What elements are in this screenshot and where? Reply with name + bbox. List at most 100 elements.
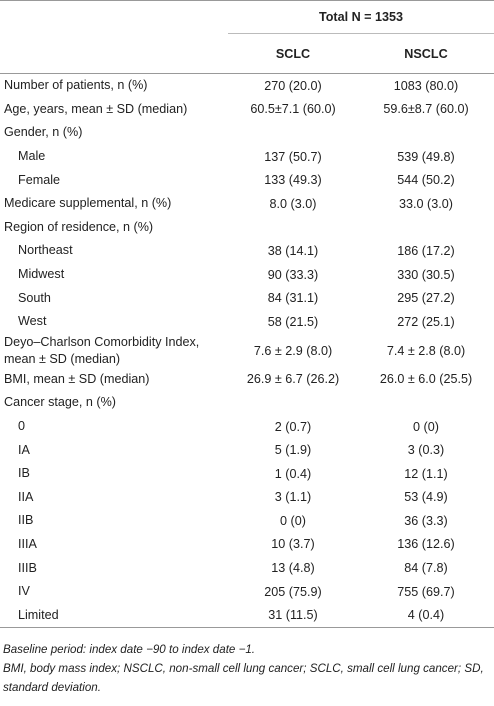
table-row: Age, years, mean ± SD (median) 60.5±7.1 (… — [0, 98, 494, 122]
footnote: Baseline period: index date −90 to index… — [3, 643, 256, 657]
sub-row-label: West — [18, 314, 47, 329]
table-row: Gender, n (%) — [0, 121, 494, 145]
cell-value: 8.0 (3.0) — [269, 196, 317, 211]
table-row: IB 1 (0.4) 12 (1.1) — [0, 462, 494, 486]
cell-value: 38 (14.1) — [267, 243, 319, 258]
blank-cell — [0, 33, 228, 74]
column-header: SCLC — [228, 33, 358, 74]
sub-row-label: IIB — [18, 513, 34, 528]
sub-row-label: IB — [18, 466, 30, 481]
blank-cell — [358, 391, 494, 415]
blank-cell — [228, 121, 358, 145]
blank-cell — [228, 216, 358, 240]
table-row: Number of patients, n (%) 270 (20.0) 1083 … — [0, 74, 494, 98]
table-row: Male 137 (50.7) 539 (49.8) — [0, 145, 494, 169]
table-row: Limited 31 (11.5) 4 (0.4) — [0, 603, 494, 629]
cell-value: 295 (27.2) — [397, 291, 455, 306]
cell-value: 5 (1.9) — [274, 443, 312, 458]
row-label: Medicare supplemental, n (%) — [4, 196, 172, 211]
sub-row-label: IV — [18, 584, 30, 599]
sub-row-label: 0 — [18, 419, 26, 434]
column-header: NSCLC — [358, 33, 494, 74]
cell-value: 7.4 ± 2.8 (8.0) — [386, 343, 466, 358]
table-row: Female 133 (49.3) 544 (50.2) — [0, 168, 494, 192]
table-row: IIIB 13 (4.8) 84 (7.8) — [0, 556, 494, 580]
cell-value: 0 (0) — [280, 513, 306, 528]
cell-value: 1083 (80.0) — [393, 78, 459, 93]
table-row: IIA 3 (1.1) 53 (4.9) — [0, 486, 494, 510]
sub-row-label: Female — [18, 172, 60, 187]
cell-value: 12 (1.1) — [404, 466, 448, 481]
table-row: Medicare supplemental, n (%) 8.0 (3.0) 33.… — [0, 192, 494, 216]
cell-value: 31 (11.5) — [228, 603, 358, 629]
cell-value: 136 (12.6) — [397, 537, 455, 552]
cell-value: 755 (69.7) — [397, 584, 455, 599]
sub-row-label: Limited — [0, 603, 228, 629]
table-body: Number of patients, n (%) 270 (20.0) 1083 … — [0, 74, 494, 629]
cell-value: 186 (17.2) — [397, 243, 455, 258]
row-label: Number of patients, n (%) — [4, 78, 148, 93]
cell-value: 58 (21.5) — [267, 314, 319, 329]
group-header: Total N = 1353 — [228, 0, 494, 34]
data-table: Total N = 1353 SCLC NSCLC Number of pati… — [0, 0, 494, 629]
group-header-row: Total N = 1353 — [0, 0, 494, 34]
cell-value: 4 (0.4) — [358, 603, 494, 629]
blank-cell — [358, 121, 494, 145]
sub-row-label: South — [18, 290, 51, 305]
cell-value: 60.5±7.1 (60.0) — [250, 102, 336, 117]
cell-value: 33.0 (3.0) — [399, 196, 453, 211]
cell-value: 13 (4.8) — [271, 561, 315, 576]
table-row: Cancer stage, n (%) — [0, 391, 494, 415]
blank-cell — [0, 1, 228, 34]
cell-value: 330 (30.5) — [397, 267, 455, 282]
row-label: Region of residence, n (%) — [4, 219, 154, 234]
cell-value: 59.6±8.7 (60.0) — [383, 102, 469, 117]
cell-value: 3 (1.1) — [274, 490, 312, 505]
cell-value: 36 (3.3) — [404, 513, 448, 528]
cell-value: 10 (3.7) — [271, 537, 315, 552]
row-label: Age, years, mean ± SD (median) — [4, 101, 188, 116]
cell-value: 1 (0.4) — [274, 466, 312, 481]
row-label: Gender, n (%) — [4, 125, 83, 140]
table-row: West 58 (21.5) 272 (25.1) — [0, 310, 494, 334]
sub-row-label: IIIB — [18, 560, 37, 575]
cell-value: 53 (4.9) — [404, 490, 448, 505]
cell-value: 2 (0.7) — [274, 419, 312, 434]
table-row: Northeast 38 (14.1) 186 (17.2) — [0, 239, 494, 263]
blank-cell — [228, 391, 358, 415]
table-row: 0 2 (0.7) 0 (0) — [0, 415, 494, 439]
cell-value: 133 (49.3) — [264, 173, 322, 188]
cell-value: 26.0 ± 6.0 (25.5) — [379, 372, 473, 387]
table-row: IIIA 10 (3.7) 136 (12.6) — [0, 533, 494, 557]
row-label: Deyo–Charlson Comorbidity Index, mean ± … — [4, 334, 200, 366]
cell-value: 205 (75.9) — [264, 584, 322, 599]
cell-value: 84 (31.1) — [267, 291, 319, 306]
row-label: BMI, mean ± SD (median) — [4, 371, 150, 386]
cell-value: 539 (49.8) — [397, 149, 455, 164]
cell-value: 7.6 ± 2.9 (8.0) — [253, 343, 333, 358]
cell-value: 90 (33.3) — [267, 267, 319, 282]
column-header-row: SCLC NSCLC — [0, 33, 494, 74]
table-row: Midwest 90 (33.3) 330 (30.5) — [0, 263, 494, 287]
table-row: IA 5 (1.9) 3 (0.3) — [0, 438, 494, 462]
sub-row-label: IIIA — [18, 536, 37, 551]
sub-row-label: IIA — [18, 489, 34, 504]
cell-value: 270 (20.0) — [264, 78, 322, 93]
cell-value: 84 (7.8) — [404, 561, 448, 576]
table-row: South 84 (31.1) 295 (27.2) — [0, 286, 494, 310]
table-row: Deyo–Charlson Comorbidity Index, mean ± … — [0, 334, 494, 368]
table-row: IV 205 (75.9) 755 (69.7) — [0, 580, 494, 604]
sub-row-label: Male — [18, 149, 46, 164]
cell-value: 272 (25.1) — [397, 314, 455, 329]
row-label: Cancer stage, n (%) — [4, 395, 116, 410]
table-row: IIB 0 (0) 36 (3.3) — [0, 509, 494, 533]
table-row: Region of residence, n (%) — [0, 216, 494, 240]
cell-value: 544 (50.2) — [397, 173, 455, 188]
blank-cell — [358, 216, 494, 240]
table-row: BMI, mean ± SD (median) 26.9 ± 6.7 (26.2)… — [0, 368, 494, 392]
cell-value: 0 (0) — [413, 419, 439, 434]
cell-value: 3 (0.3) — [407, 443, 445, 458]
footnote: BMI, body mass index; NSCLC, non-small c… — [3, 662, 484, 695]
cell-value: 137 (50.7) — [264, 149, 322, 164]
